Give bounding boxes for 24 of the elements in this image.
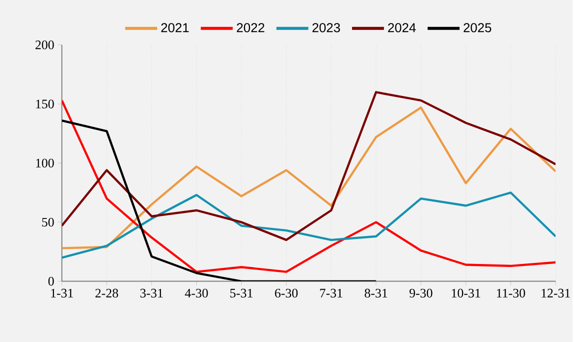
x-tick-label: 4-30 (184, 288, 208, 298)
y-tick-label: 150 (36, 100, 54, 108)
x-tick-label: 3-31 (140, 288, 163, 298)
x-tick-label: 5-31 (230, 288, 252, 298)
line-series (62, 191, 556, 259)
x-tick-label: 8-31 (364, 288, 388, 298)
x-tick-label: 12-31 (542, 288, 570, 298)
legend-label: 2025 (464, 23, 492, 32)
legend-label: 2022 (236, 23, 264, 32)
y-tick-label: 50 (42, 218, 54, 226)
x-tick-label: 6-30 (275, 288, 298, 298)
legend-label: 2023 (312, 23, 340, 32)
legend-label: 2024 (388, 23, 416, 32)
legend-label: 2021 (161, 23, 189, 32)
x-tick-label: 10-31 (452, 288, 480, 298)
y-tick-label: 0 (48, 276, 54, 286)
y-tick-label: 100 (36, 158, 54, 168)
x-tick-label: 1-31 (51, 288, 73, 298)
x-tick-label: 9-30 (410, 288, 432, 298)
line-series (62, 99, 556, 273)
y-tick-label: 200 (36, 40, 54, 50)
x-tick-label: 7-31 (320, 288, 342, 298)
x-tick-label: 2-28 (95, 288, 118, 298)
x-tick-label: 11-30 (497, 288, 526, 298)
